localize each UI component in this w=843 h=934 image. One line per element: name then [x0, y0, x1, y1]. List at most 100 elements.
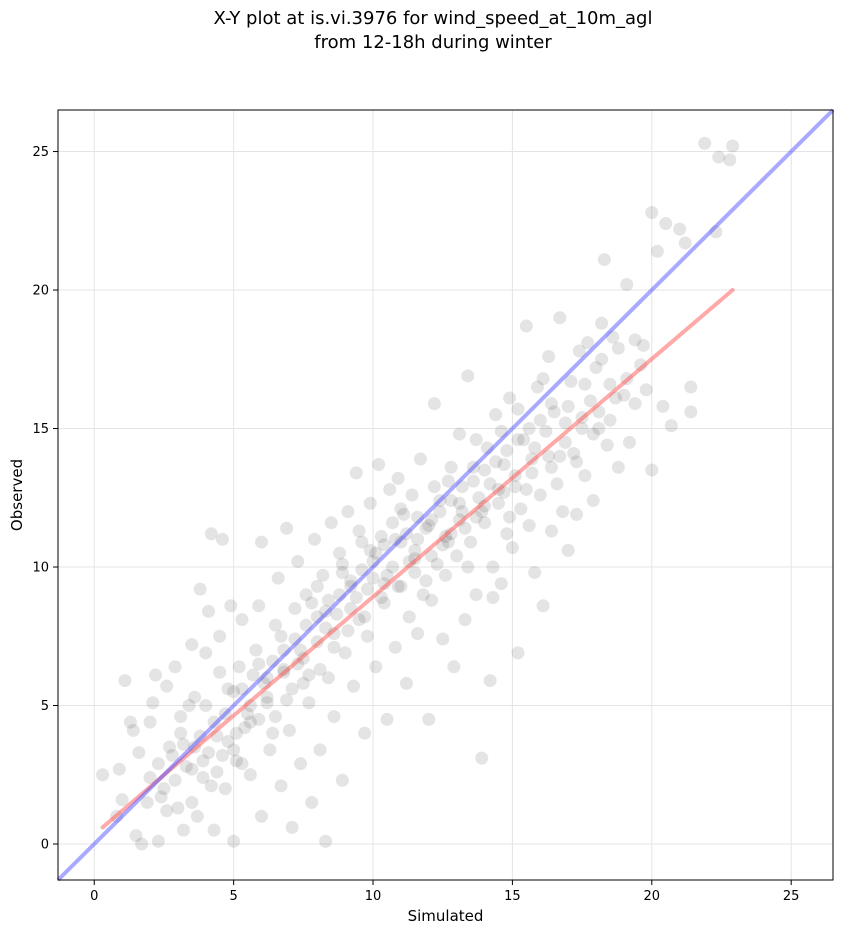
scatter-point — [235, 682, 249, 696]
scatter-point — [611, 341, 625, 355]
scatter-point — [207, 823, 221, 837]
scatter-point — [282, 723, 296, 737]
scatter-point — [204, 527, 218, 541]
scatter-point — [575, 410, 589, 424]
scatter-point — [478, 499, 492, 513]
scatter-point — [321, 593, 335, 607]
scatter-point — [369, 546, 383, 560]
scatter-point — [324, 516, 338, 530]
scatter-point — [344, 579, 358, 593]
scatter-point — [399, 676, 413, 690]
scatter-point — [140, 795, 154, 809]
scatter-point — [266, 654, 280, 668]
scatter-point — [310, 610, 324, 624]
scatter-point — [260, 690, 274, 704]
scatter-point — [235, 613, 249, 627]
scatter-point — [386, 516, 400, 530]
scatter-point — [645, 463, 659, 477]
scatter-point — [522, 518, 536, 532]
scatter-point — [218, 707, 232, 721]
chart-title-line-1: X-Y plot at is.vi.3976 for wind_speed_at… — [213, 8, 653, 29]
scatter-point — [204, 779, 218, 793]
scatter-point — [698, 136, 712, 150]
scatter-point — [288, 632, 302, 646]
scatter-point — [497, 458, 511, 472]
scatter-point — [213, 629, 227, 643]
scatter-point — [168, 660, 182, 674]
scatter-point — [595, 352, 609, 366]
scatter-point — [402, 610, 416, 624]
scatter-point — [519, 482, 533, 496]
scatter-point — [452, 513, 466, 527]
scatter-point — [232, 660, 246, 674]
x-axis-label: Simulated — [408, 907, 484, 925]
scatter-point — [285, 682, 299, 696]
scatter-point — [408, 543, 422, 557]
scatter-point — [319, 604, 333, 618]
scatter-point — [126, 723, 140, 737]
scatter-point — [684, 405, 698, 419]
scatter-point — [650, 244, 664, 258]
scatter-point — [536, 372, 550, 386]
x-tick-label: 15 — [504, 889, 521, 904]
scatter-point — [176, 737, 190, 751]
scatter-point — [639, 383, 653, 397]
scatter-point — [606, 330, 620, 344]
scatter-point — [252, 657, 266, 671]
scatter-point — [469, 588, 483, 602]
scatter-point — [553, 449, 567, 463]
scatter-point — [441, 535, 455, 549]
scatter-point — [383, 482, 397, 496]
scatter-point — [154, 790, 168, 804]
scatter-point — [235, 757, 249, 771]
y-tick-label: 20 — [32, 284, 49, 299]
scatter-point — [517, 433, 531, 447]
scatter-point — [352, 613, 366, 627]
scatter-point — [611, 460, 625, 474]
scatter-point — [411, 510, 425, 524]
fit-line — [100, 288, 735, 830]
scatter-point — [310, 635, 324, 649]
scatter-point — [452, 427, 466, 441]
scatter-point — [388, 532, 402, 546]
scatter-point — [210, 765, 224, 779]
scatter-point — [444, 460, 458, 474]
scatter-point — [363, 496, 377, 510]
scatter-point — [634, 358, 648, 372]
scatter-point — [416, 588, 430, 602]
scatter-point — [469, 510, 483, 524]
scatter-point — [422, 712, 436, 726]
scatter-point — [508, 480, 522, 494]
scatter-point — [157, 782, 171, 796]
scatter-point — [202, 746, 216, 760]
scatter-point — [335, 557, 349, 571]
scatter-point — [500, 527, 514, 541]
scatter-point — [316, 568, 330, 582]
scatter-point — [508, 469, 522, 483]
scatter-point — [319, 621, 333, 635]
x-tick-label: 0 — [90, 889, 98, 904]
scatter-point — [380, 568, 394, 582]
scatter-point — [525, 466, 539, 480]
scatter-point — [525, 452, 539, 466]
axis-ticks: 0 5 10 15 20 25 0 5 10 15 20 25 — [32, 145, 799, 904]
scatter-point — [280, 521, 294, 535]
scatter-point — [636, 338, 650, 352]
scatter-point — [475, 505, 489, 519]
scatter-point — [199, 646, 213, 660]
scatter-point — [310, 579, 324, 593]
y-tick-label: 0 — [41, 837, 49, 852]
scatter-point — [327, 640, 341, 654]
scatter-point — [570, 507, 584, 521]
scatter-point — [461, 369, 475, 383]
scatter-point — [622, 435, 636, 449]
plot-frame — [57, 109, 834, 881]
scatter-point — [252, 712, 266, 726]
scatter-point — [455, 480, 469, 494]
scatter-point — [628, 333, 642, 347]
scatter-point — [227, 685, 241, 699]
scatter-point — [597, 253, 611, 267]
scatter-point — [307, 532, 321, 546]
x-tick-label: 20 — [644, 889, 661, 904]
